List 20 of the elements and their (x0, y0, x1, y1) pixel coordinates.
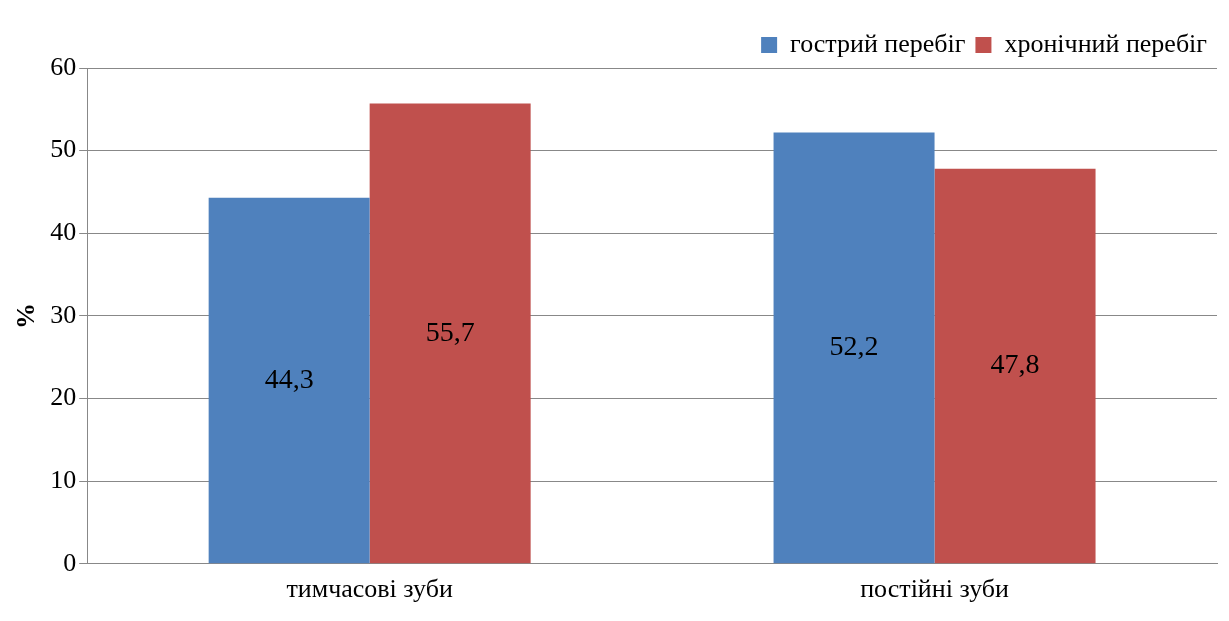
x-tick-label: постійні зуби (860, 574, 1010, 604)
y-axis-title: % (11, 302, 41, 329)
legend-label: гострий перебіг (790, 28, 966, 58)
y-tick-label: 10 (50, 464, 77, 494)
y-tick-label: 0 (63, 547, 77, 577)
y-tick-label: 20 (50, 382, 77, 412)
y-tick-label: 60 (50, 51, 77, 81)
bar (208, 197, 370, 564)
bar (773, 132, 935, 564)
bar (369, 103, 531, 564)
y-tick-label: 30 (50, 299, 77, 329)
data-label: 52,2 (829, 330, 879, 362)
legend-label: хронічний перебіг (1004, 28, 1208, 58)
y-tick-label: 40 (50, 217, 77, 247)
data-label: 47,8 (990, 348, 1040, 380)
y-tick-label: 50 (50, 134, 77, 164)
data-label: 44,3 (264, 362, 314, 394)
data-label: 55,7 (425, 315, 475, 347)
x-tick-label: тимчасові зуби (286, 574, 453, 604)
bar (934, 168, 1096, 564)
